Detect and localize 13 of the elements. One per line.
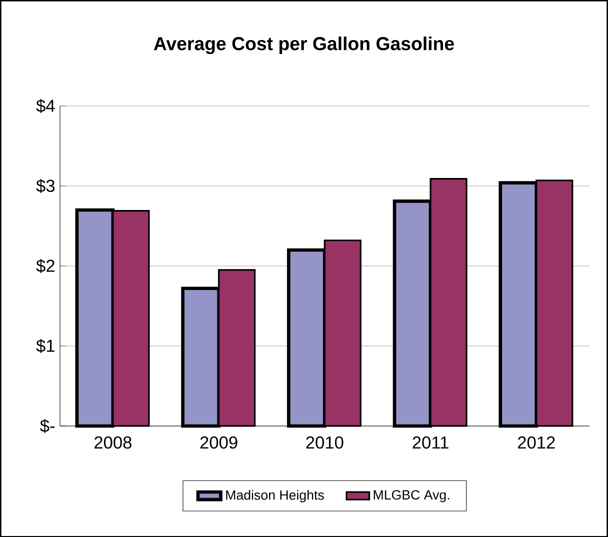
y-tick-label: $3 <box>36 178 55 193</box>
legend-label: MLGBC Avg. <box>374 490 450 502</box>
x-tick-label: 2012 <box>518 436 555 448</box>
chart-title: Average Cost per Gallon Gasoline <box>154 36 454 54</box>
x-tick-label: 2008 <box>94 436 132 448</box>
y-tick-label: $1 <box>36 338 54 353</box>
legend-label: Madison Heights <box>226 490 324 502</box>
y-tick-label: $4 <box>36 98 55 113</box>
x-tick-label: 2010 <box>306 436 344 448</box>
y-tick-label: $- <box>40 418 55 433</box>
x-tick-label: 2011 <box>412 436 448 448</box>
x-tick-label: 2009 <box>200 436 238 448</box>
y-tick-label: $2 <box>36 258 54 273</box>
